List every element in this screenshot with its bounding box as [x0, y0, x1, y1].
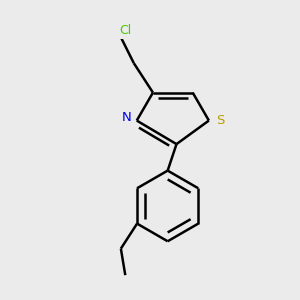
Text: N: N	[122, 111, 131, 124]
Text: S: S	[216, 114, 224, 127]
Text: Cl: Cl	[119, 24, 131, 37]
